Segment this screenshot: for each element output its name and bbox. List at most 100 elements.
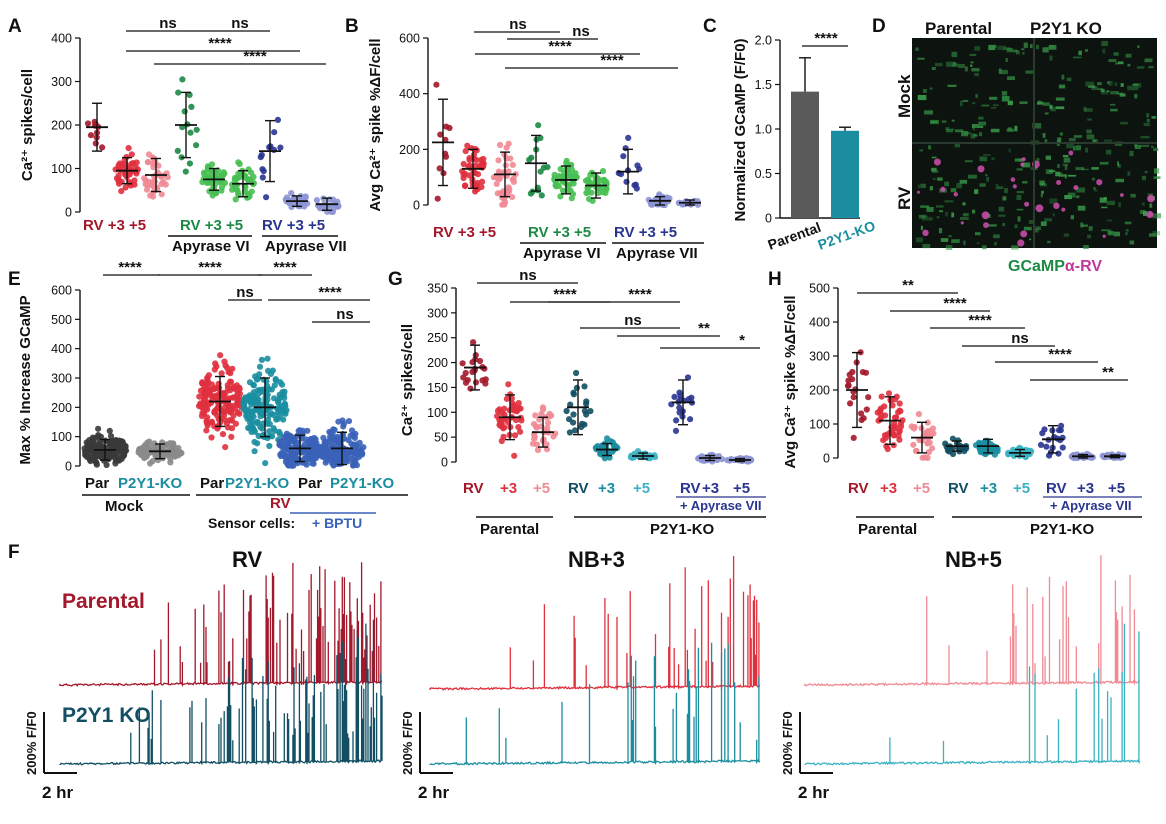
e-sig-label-2: ns — [236, 284, 254, 301]
h-cat-p3: +3 — [880, 480, 897, 497]
h-series-6-point — [1043, 443, 1050, 450]
b-group-rv: RV +3 +5 — [433, 224, 496, 241]
a-series-4-point — [221, 170, 228, 177]
g-series-3-point — [583, 398, 590, 405]
d-gcamp-cell — [1099, 197, 1107, 203]
d-gcamp-cell — [973, 134, 978, 137]
d-gcamp-cell — [1085, 147, 1089, 153]
d-gcamp-cell — [979, 183, 986, 187]
e-series-2-point — [228, 425, 236, 432]
g-series-3-point — [570, 411, 577, 418]
f-row-ko: P2Y1 KO — [62, 704, 151, 727]
d-gcamp-cell — [975, 232, 981, 236]
g-series-1-point — [517, 428, 524, 435]
g-series-6-point — [673, 417, 680, 424]
a-series-2-point — [150, 164, 157, 171]
d-gcamp-cell — [1134, 143, 1138, 147]
d-gcamp-cell — [940, 238, 949, 242]
d-gcamp-cell — [951, 239, 960, 243]
a-series-5-point — [235, 159, 242, 166]
b-series-0-point — [442, 136, 449, 143]
d-gcamp-cell — [1088, 85, 1096, 88]
e-series-3-point — [271, 382, 278, 389]
d-gcamp-cell — [1055, 97, 1065, 101]
a-ytick-label-0: 0 — [65, 206, 72, 220]
e-series-5-point — [340, 423, 347, 430]
g-series-1-point — [511, 452, 518, 459]
b-series-0-point — [436, 165, 443, 172]
d-gcamp-cell — [1143, 210, 1147, 216]
d-rv-cell — [953, 192, 958, 197]
d-gcamp-cell — [1130, 193, 1136, 198]
d-gcamp-cell — [1016, 50, 1020, 55]
a-ytick-label-3: 300 — [51, 75, 72, 89]
panel-label-c: C — [703, 16, 717, 37]
e-series-3-point — [276, 428, 283, 435]
g-series-1-point — [498, 437, 505, 445]
h-series-3-point — [942, 440, 949, 447]
d-gcamp-cell — [1082, 224, 1088, 227]
g-series-0-point — [469, 368, 476, 376]
d-gcamp-cell — [983, 154, 991, 156]
b-series-3-point — [537, 134, 544, 142]
b-series-4-point — [555, 183, 563, 190]
g-series-3-point — [567, 401, 574, 408]
d-rv-cell — [983, 222, 989, 229]
d-gcamp-cell — [923, 89, 927, 93]
d-gcamp-cell — [1141, 175, 1146, 181]
d-gcamp-cell — [1021, 48, 1025, 50]
d-gcamp-cell — [1091, 86, 1098, 90]
e-series-3-point — [251, 448, 258, 455]
d-gcamp-cell — [1016, 168, 1023, 171]
d-gcamp-cell — [1016, 195, 1022, 200]
d-gcamp-cell — [1125, 232, 1128, 236]
a-series-1-point — [118, 188, 125, 195]
d-gcamp-cell — [954, 142, 961, 148]
h-series-1-point — [884, 445, 891, 453]
d-gcamp-cell — [1016, 191, 1025, 194]
d-gcamp-cell — [1062, 163, 1068, 166]
a-ytick-label-4: 400 — [51, 32, 72, 46]
d-gcamp-cell — [924, 110, 933, 115]
d-gcamp-cell — [1099, 161, 1109, 165]
d-gcamp-cell — [1120, 83, 1124, 87]
d-gcamp-cell — [972, 125, 976, 131]
h-ytick-label-1: 100 — [809, 418, 830, 432]
h-series-0-point — [850, 434, 857, 441]
a-series-6-point — [257, 154, 264, 161]
d-gcamp-cell — [1047, 240, 1051, 244]
e-series-2-point — [231, 405, 238, 412]
b-label-apyrase6: Apyrase VI — [523, 245, 601, 262]
h-ytick-label-5: 500 — [809, 282, 830, 296]
d-gcamp-cell — [1036, 44, 1039, 50]
a-series-2-point — [162, 181, 169, 188]
a-series-7-point — [288, 204, 295, 211]
e-sig-label-0: **** — [118, 259, 142, 276]
e-series-2-point — [200, 396, 207, 403]
d-gcamp-cell — [960, 217, 969, 220]
g-series-0-point — [467, 385, 474, 392]
d-gcamp-cell — [1097, 82, 1102, 86]
e-series-5-point — [328, 459, 336, 467]
d-gcamp-cell — [1083, 106, 1087, 112]
b-ytick-label-3: 600 — [399, 32, 420, 46]
c-bar-1 — [831, 130, 859, 218]
a-series-5-point — [237, 171, 244, 178]
d-gcamp-cell — [958, 64, 965, 68]
d-gcamp-cell — [1044, 139, 1048, 144]
h-cat-ko-p5: +5 — [1013, 480, 1030, 497]
d-gcamp-cell — [952, 63, 959, 67]
e-sig-label-3: **** — [273, 259, 297, 276]
d-gcamp-cell — [948, 235, 952, 238]
d-gcamp-cell — [929, 186, 933, 191]
d-gcamp-cell — [937, 177, 943, 181]
h-sig-label-2: **** — [968, 312, 992, 329]
e-series-3-point — [274, 405, 281, 412]
d-gcamp-cell — [1117, 164, 1121, 168]
e-series-1-point — [162, 441, 170, 448]
e-series-2-point — [208, 434, 215, 441]
d-gcamp-cell — [997, 186, 1004, 189]
b-series-1-point — [462, 148, 469, 155]
h-cat-p5: +5 — [913, 480, 930, 497]
e-series-3-point — [248, 422, 255, 430]
